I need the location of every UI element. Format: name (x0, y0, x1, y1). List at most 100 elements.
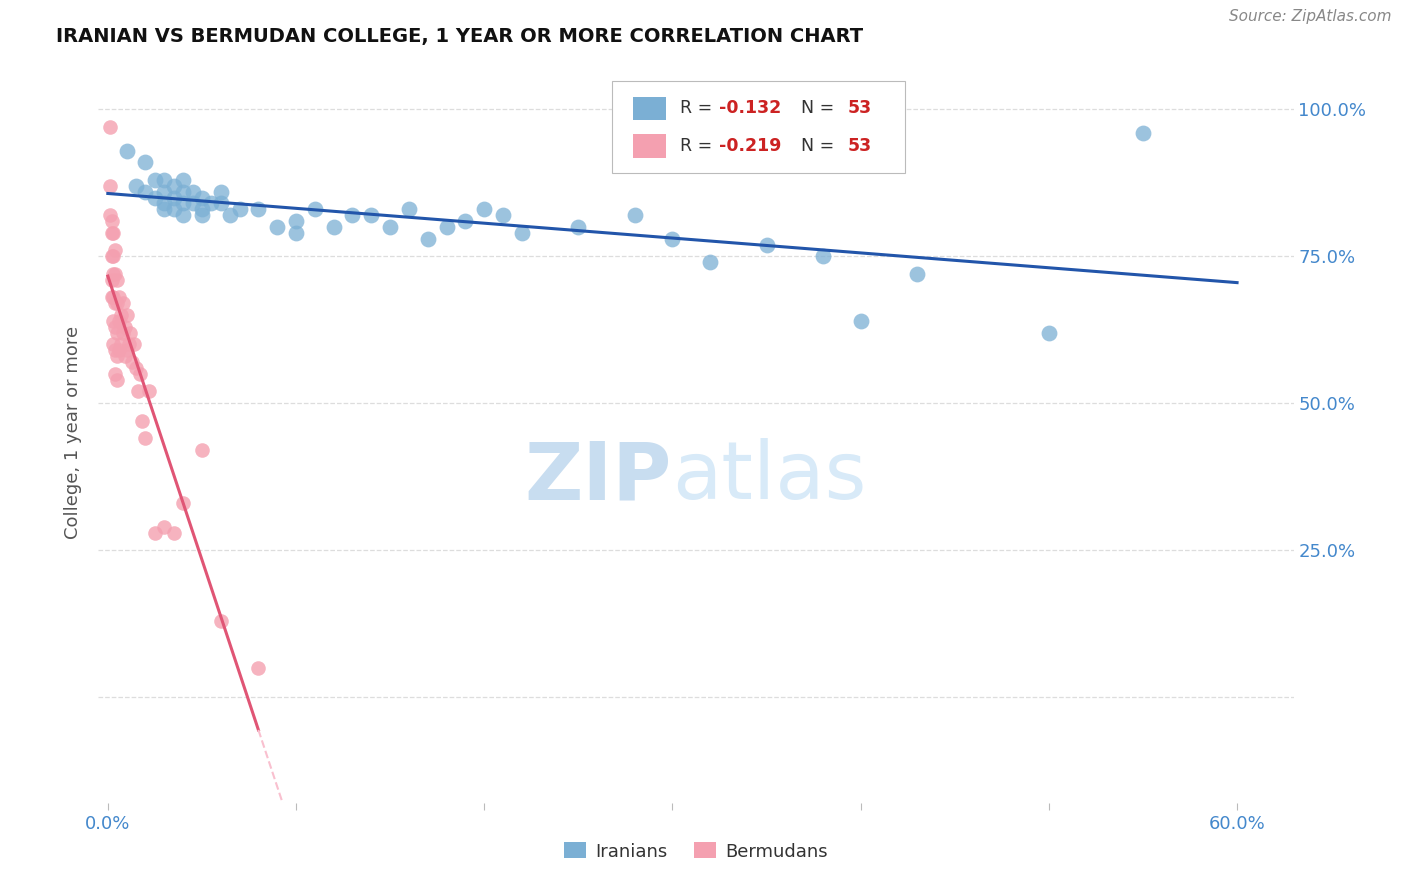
Text: R =: R = (681, 100, 718, 118)
Point (103, 314, 125, 328)
Point (191, 191, 214, 205)
Point (100, 214, 122, 228)
Point (172, 185, 194, 199)
Point (172, 208, 194, 222)
Point (191, 208, 214, 222)
Point (567, 219, 589, 234)
Point (304, 202, 326, 217)
Point (472, 202, 495, 217)
Point (436, 219, 458, 234)
Point (105, 326, 128, 340)
Point (110, 337, 132, 351)
Point (266, 219, 288, 234)
Point (219, 208, 242, 222)
Point (143, 173, 166, 187)
Bar (633, 96, 666, 120)
Point (104, 267, 127, 281)
Point (209, 185, 232, 199)
Point (115, 308, 138, 322)
Point (103, 226, 125, 240)
Text: 53: 53 (848, 100, 872, 118)
Point (125, 361, 148, 376)
Point (104, 296, 127, 310)
Point (114, 349, 136, 363)
Point (1132, 126, 1154, 140)
Legend: Iranians, Bermudans: Iranians, Bermudans (557, 835, 835, 868)
Point (104, 319, 127, 334)
Point (172, 496, 194, 510)
Point (115, 144, 138, 158)
Point (100, 290, 122, 304)
Point (103, 290, 125, 304)
Point (247, 202, 270, 217)
Point (172, 196, 194, 211)
Point (104, 244, 127, 258)
Point (104, 367, 127, 381)
Point (247, 660, 270, 674)
Point (153, 196, 176, 211)
Point (163, 525, 186, 540)
Point (105, 349, 128, 363)
Point (105, 273, 128, 287)
Point (98, 120, 121, 134)
Point (100, 226, 122, 240)
Point (191, 202, 214, 217)
Point (153, 173, 176, 187)
Text: -0.219: -0.219 (718, 137, 782, 155)
Point (111, 296, 134, 310)
Text: R =: R = (681, 137, 718, 155)
Bar (633, 134, 666, 158)
Point (120, 326, 142, 340)
Text: IRANIAN VS BERMUDAN COLLEGE, 1 YEAR OR MORE CORRELATION CHART: IRANIAN VS BERMUDAN COLLEGE, 1 YEAR OR M… (56, 27, 863, 45)
Point (755, 237, 778, 252)
Point (143, 525, 166, 540)
Point (398, 202, 420, 217)
Point (181, 196, 204, 211)
Point (98, 208, 121, 222)
Point (209, 196, 232, 211)
Point (181, 185, 204, 199)
Point (228, 202, 250, 217)
Point (285, 214, 308, 228)
Point (128, 367, 150, 381)
Point (153, 519, 176, 533)
Point (661, 232, 683, 246)
Point (153, 185, 176, 199)
Point (104, 343, 127, 358)
Text: -0.132: -0.132 (718, 100, 780, 118)
Point (200, 196, 222, 211)
Point (811, 249, 834, 263)
Point (125, 178, 148, 193)
Point (510, 226, 533, 240)
Text: 53: 53 (848, 137, 872, 155)
Point (905, 267, 928, 281)
Point (110, 308, 132, 322)
Point (134, 155, 156, 169)
Point (699, 255, 721, 269)
Point (623, 208, 645, 222)
Text: atlas: atlas (672, 438, 866, 516)
Point (121, 355, 143, 369)
Point (108, 290, 131, 304)
Point (209, 614, 232, 628)
Point (153, 202, 176, 217)
Point (103, 337, 125, 351)
FancyBboxPatch shape (613, 81, 905, 173)
Point (108, 314, 131, 328)
Point (98, 178, 121, 193)
Point (108, 343, 131, 358)
Point (122, 337, 145, 351)
Point (103, 249, 125, 263)
Point (105, 296, 128, 310)
Point (191, 443, 214, 458)
Point (100, 249, 122, 263)
Point (163, 202, 186, 217)
Point (342, 208, 364, 222)
Point (285, 226, 308, 240)
Point (131, 414, 153, 428)
Point (454, 214, 477, 228)
Point (115, 343, 138, 358)
Point (100, 273, 122, 287)
Point (378, 219, 401, 234)
Point (322, 219, 344, 234)
